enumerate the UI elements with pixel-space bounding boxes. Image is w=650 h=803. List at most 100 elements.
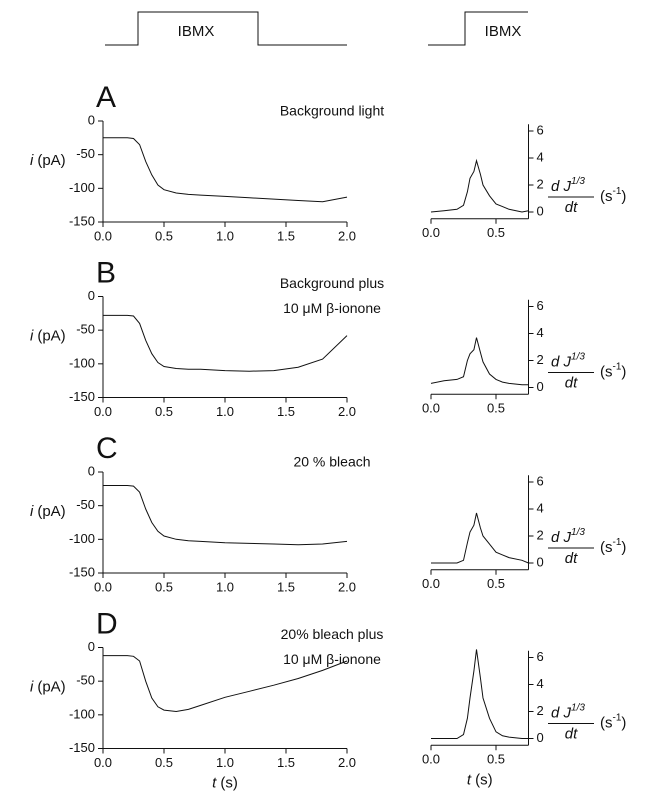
y-label-unit: (pA) <box>37 152 65 169</box>
y-axis-label-unit: (s-1) <box>600 537 626 556</box>
y-tick-label: 0 <box>537 203 544 218</box>
panel-letter: D <box>96 607 118 640</box>
x-tick-label: 1.0 <box>216 755 234 770</box>
y-tick-label: 0 <box>537 379 544 394</box>
x-tick-label: 1.5 <box>277 404 295 419</box>
y-tick-label: 6 <box>537 122 544 137</box>
x-tick-label: 0.0 <box>422 225 440 240</box>
x-tick-label: 0.5 <box>155 404 173 419</box>
y-axis-label-numerator: d J1/3 <box>551 351 585 370</box>
y-tick-label: -50 <box>76 146 95 161</box>
panel-title: 20% bleach plus <box>281 626 384 642</box>
y-tick-label: -150 <box>69 213 95 228</box>
y-axis-label-denominator: dt <box>565 725 578 742</box>
x-tick-label: 1.0 <box>216 228 234 243</box>
y-axis-label-unit: (s-1) <box>600 186 626 205</box>
y-tick-label: -100 <box>69 706 95 721</box>
x-tick-label: 0.0 <box>94 404 112 419</box>
x-tick-label: 0.5 <box>487 225 505 240</box>
panel-title: 10 μM β-ionone <box>283 651 381 667</box>
x-tick-label: 0.0 <box>94 228 112 243</box>
y-tick-label: -50 <box>76 322 95 337</box>
x-tick-label: 2.0 <box>338 404 356 419</box>
x-tick-label: 1.5 <box>277 755 295 770</box>
y-tick-label: 2 <box>537 527 544 542</box>
x-tick-label: 1.5 <box>277 579 295 594</box>
panel-letter: B <box>96 256 116 289</box>
x-tick-label: 0.0 <box>94 579 112 594</box>
x-axis-label: t (s) <box>467 771 493 788</box>
stimulus-step <box>428 11 528 46</box>
x-tick-label: 1.5 <box>277 228 295 243</box>
data-line <box>103 137 348 203</box>
x-tick-label: 0.0 <box>94 755 112 770</box>
x-label-symbol: t <box>212 774 217 791</box>
data-line <box>103 655 348 713</box>
data-line <box>431 512 529 564</box>
x-tick-label: 2.0 <box>338 755 356 770</box>
x-tick-label: 0.5 <box>155 228 173 243</box>
y-label-symbol: i <box>30 503 34 520</box>
y-label-symbol: i <box>30 327 34 344</box>
y-label-unit: (pA) <box>37 503 65 520</box>
y-label-exp: 1/3 <box>571 351 585 362</box>
y-label-unit-exp: -1 <box>613 712 622 723</box>
data-line <box>103 314 348 372</box>
x-tick-label: 0.0 <box>422 752 440 767</box>
y-tick-label: 0 <box>88 288 95 303</box>
y-axis-label-unit: (s-1) <box>600 361 626 380</box>
x-tick-label: 2.0 <box>338 579 356 594</box>
panel-title: 10 μM β-ionone <box>283 300 381 316</box>
y-axis-label-numerator: d J1/3 <box>551 527 585 546</box>
y-label-unit: (s <box>600 539 613 556</box>
y-tick-label: 4 <box>537 325 544 340</box>
x-axis-label: t (s) <box>212 774 238 791</box>
y-axis-label-denominator: dt <box>565 550 578 567</box>
panel-title: 20 % bleach <box>293 454 370 470</box>
y-label-symbol: i <box>30 152 34 169</box>
y-tick-label: -150 <box>69 740 95 755</box>
y-tick-label: -100 <box>69 531 95 546</box>
y-tick-label: -150 <box>69 564 95 579</box>
y-label-exp: 1/3 <box>571 176 585 187</box>
x-tick-label: 0.0 <box>422 576 440 591</box>
stimulus-label: IBMX <box>485 23 522 40</box>
y-tick-label: -50 <box>76 673 95 688</box>
y-axis-label: i (pA) <box>30 678 66 695</box>
y-tick-label: 2 <box>537 352 544 367</box>
y-axis-label-denominator: dt <box>565 374 578 391</box>
y-label-unit-close: ) <box>621 714 626 731</box>
y-tick-label: 0 <box>88 463 95 478</box>
y-axis-label-numerator: d J1/3 <box>551 176 585 195</box>
y-axis-label: i (pA) <box>30 503 66 520</box>
y-tick-label: -100 <box>69 180 95 195</box>
y-label-exp: 1/3 <box>571 702 585 713</box>
y-tick-label: 0 <box>537 554 544 569</box>
stimulus-step <box>105 11 347 46</box>
x-tick-label: 1.0 <box>216 579 234 594</box>
panel-letter: A <box>96 81 116 114</box>
y-label-unit: (s <box>600 188 613 205</box>
x-tick-label: 0.0 <box>422 401 440 416</box>
y-tick-label: 2 <box>537 703 544 718</box>
y-tick-label: 6 <box>537 649 544 664</box>
x-tick-label: 0.5 <box>155 755 173 770</box>
y-label-num: d J <box>551 529 572 546</box>
data-line <box>430 337 529 386</box>
y-tick-label: 6 <box>537 473 544 488</box>
panel-title: Background plus <box>280 275 384 291</box>
x-tick-label: 0.5 <box>487 752 505 767</box>
y-label-exp: 1/3 <box>571 527 585 538</box>
y-axis-label: i (pA) <box>30 152 66 169</box>
x-tick-label: 0.5 <box>155 579 173 594</box>
y-label-unit-close: ) <box>621 363 626 380</box>
y-tick-label: -100 <box>69 355 95 370</box>
y-label-num: d J <box>551 178 572 195</box>
stimulus-label: IBMX <box>178 23 215 40</box>
y-label-symbol: i <box>30 678 34 695</box>
y-tick-label: 0 <box>537 730 544 745</box>
y-axis-label-denominator: dt <box>565 199 578 216</box>
y-tick-label: 4 <box>537 676 544 691</box>
y-axis-label-unit: (s-1) <box>600 712 626 731</box>
